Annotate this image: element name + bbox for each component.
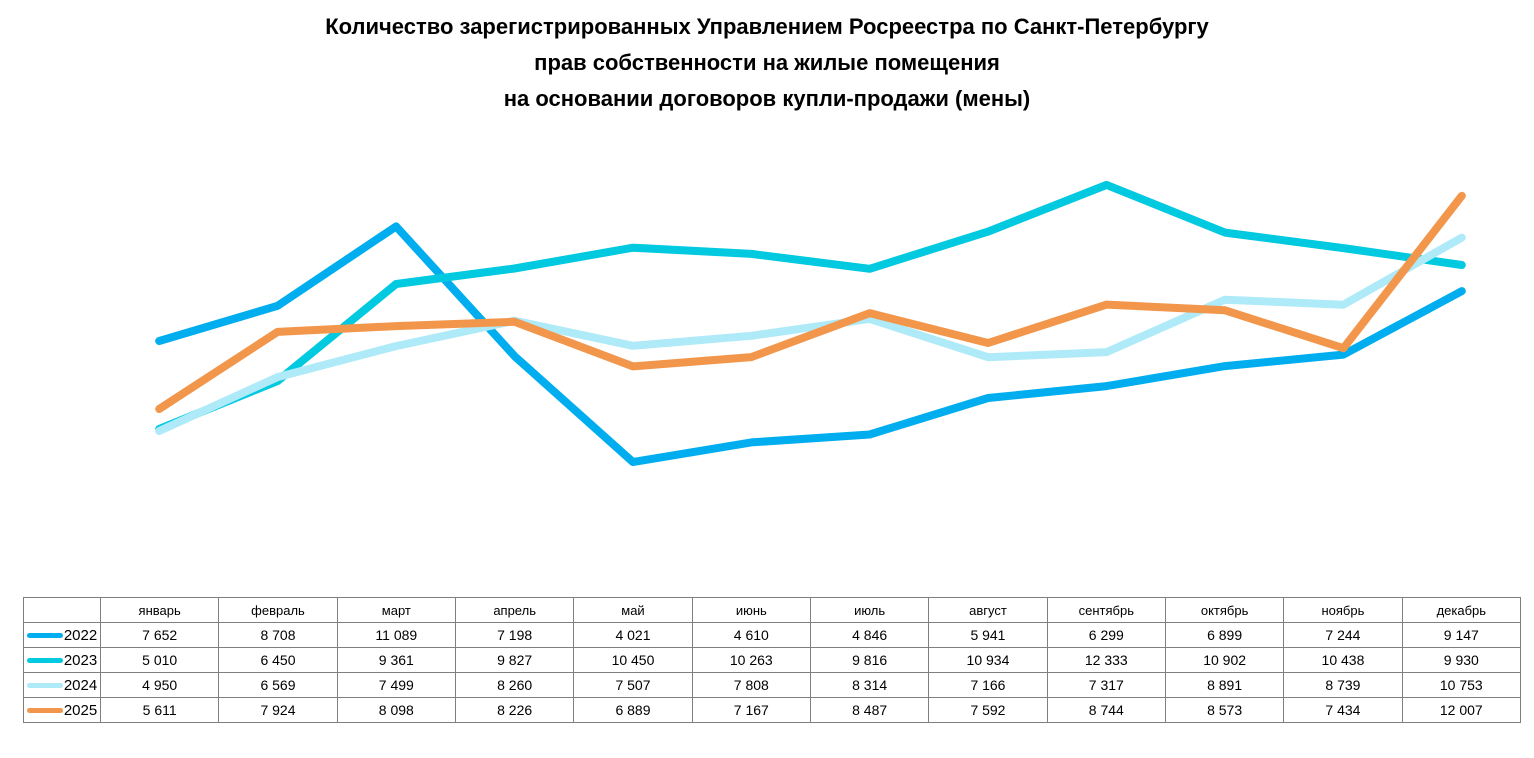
- value-cell-2024-сентябрь: 7 317: [1046, 672, 1166, 698]
- legend-year-label: 2024: [63, 676, 98, 694]
- month-header-5: май: [573, 597, 693, 623]
- data-table: январь февраль март апрель май июнь июль август…: [23, 597, 1522, 723]
- value-cell-2025-июль: 8 487: [809, 697, 930, 723]
- value-cell-2022-июль: 4 846: [809, 622, 930, 648]
- legend-line-swatch-2022: [26, 632, 63, 638]
- month-header-3: март: [336, 597, 456, 623]
- month-header-6: июнь: [691, 597, 811, 623]
- value-cell-2025-сентябрь: 8 744: [1046, 697, 1166, 723]
- value-cell-2024-апрель: 8 260: [454, 672, 575, 698]
- value-cell-2024-июнь: 7 808: [691, 672, 811, 698]
- value-cell-2022-июнь: 4 610: [691, 622, 811, 648]
- value-cell-2025-октябрь: 8 573: [1164, 697, 1285, 723]
- value-cell-2023-октябрь: 10 902: [1164, 647, 1285, 673]
- value-cell-2025-февраль: 7 924: [218, 697, 338, 723]
- month-header-2: февраль: [218, 597, 338, 623]
- chart-title-line-2: прав собственности на жилые помещения: [534, 50, 1000, 75]
- value-cell-2024-март: 7 499: [336, 672, 456, 698]
- value-cell-2023-июнь: 10 263: [691, 647, 811, 673]
- legend-line-swatch-2024: [26, 682, 63, 688]
- value-cell-2022-ноябрь: 7 244: [1283, 622, 1403, 648]
- value-cell-2022-февраль: 8 708: [218, 622, 338, 648]
- value-cell-2022-октябрь: 6 899: [1164, 622, 1285, 648]
- month-header-7: июль: [809, 597, 930, 623]
- legend-cell-2024: 2024: [23, 672, 101, 698]
- value-cell-2025-январь: 5 611: [99, 697, 220, 723]
- month-header-8: август: [928, 597, 1048, 623]
- table-row-2023: 2023 5 010 6 450 9 361 9 827 10 450 10 263 9 81…: [23, 647, 1522, 673]
- value-cell-2023-август: 10 934: [928, 647, 1048, 673]
- legend-cell-2022: 2022: [23, 622, 101, 648]
- chart-title: Количество зарегистрированных Управление…: [0, 9, 1534, 117]
- legend-year-label: 2023: [63, 651, 98, 669]
- series-line-2024: [155, 233, 1466, 435]
- value-cell-2025-март: 8 098: [336, 697, 456, 723]
- value-cell-2025-август: 7 592: [928, 697, 1048, 723]
- legend-entry-2024: 2024: [26, 677, 98, 694]
- chart-title-line-3: на основании договоров купли-продажи (ме…: [503, 86, 1031, 111]
- value-cell-2023-январь: 5 010: [99, 647, 220, 673]
- table-corner-empty: [23, 597, 101, 623]
- value-cell-2023-сентябрь: 12 333: [1046, 647, 1166, 673]
- value-cell-2023-июль: 9 816: [809, 647, 930, 673]
- month-header-10: октябрь: [1164, 597, 1285, 623]
- month-header-1: январь: [99, 597, 220, 623]
- month-header-12: декабрь: [1401, 597, 1522, 623]
- value-cell-2025-ноябрь: 7 434: [1283, 697, 1403, 723]
- value-cell-2024-июль: 8 314: [809, 672, 930, 698]
- month-header-row: январь февраль март апрель май июнь июль август…: [23, 597, 1522, 623]
- value-cell-2024-ноябрь: 8 739: [1283, 672, 1403, 698]
- legend-line-swatch-2023: [26, 657, 63, 663]
- month-header-4: апрель: [454, 597, 575, 623]
- legend-entry-2023: 2023: [26, 652, 98, 669]
- value-cell-2023-май: 10 450: [573, 647, 693, 673]
- legend-year-label: 2022: [63, 626, 98, 644]
- value-cell-2025-декабрь: 12 007: [1401, 697, 1522, 723]
- legend-line-swatch-2025: [26, 707, 63, 713]
- value-cell-2025-апрель: 8 226: [454, 697, 575, 723]
- value-cell-2024-май: 7 507: [573, 672, 693, 698]
- value-cell-2022-март: 11 089: [336, 622, 456, 648]
- value-cell-2023-ноябрь: 10 438: [1283, 647, 1403, 673]
- value-cell-2022-август: 5 941: [928, 622, 1048, 648]
- value-cell-2023-апрель: 9 827: [454, 647, 575, 673]
- legend-entry-2022: 2022: [26, 627, 98, 644]
- value-cell-2023-декабрь: 9 930: [1401, 647, 1522, 673]
- value-cell-2024-октябрь: 8 891: [1164, 672, 1285, 698]
- table-row-2025: 2025 5 611 7 924 8 098 8 226 6 889 7 167 8 487 7…: [23, 697, 1522, 723]
- value-cell-2023-март: 9 361: [336, 647, 456, 673]
- value-cell-2024-август: 7 166: [928, 672, 1048, 698]
- series-line-2022: [155, 222, 1466, 466]
- series-line-2025: [155, 191, 1466, 413]
- legend-year-label: 2025: [63, 701, 98, 719]
- value-cell-2024-февраль: 6 569: [218, 672, 338, 698]
- value-cell-2022-сентябрь: 6 299: [1046, 622, 1166, 648]
- value-cell-2025-май: 6 889: [573, 697, 693, 723]
- table-row-2022: 2022 7 652 8 708 11 089 7 198 4 021 4 610 4 846…: [23, 622, 1522, 648]
- value-cell-2023-февраль: 6 450: [218, 647, 338, 673]
- value-cell-2022-январь: 7 652: [99, 622, 220, 648]
- value-cell-2022-декабрь: 9 147: [1401, 622, 1522, 648]
- value-cell-2025-июнь: 7 167: [691, 697, 811, 723]
- legend-entry-2025: 2025: [26, 702, 98, 719]
- legend-cell-2023: 2023: [23, 647, 101, 673]
- series-line-2023: [155, 180, 1466, 433]
- value-cell-2022-май: 4 021: [573, 622, 693, 648]
- chart-title-line-1: Количество зарегистрированных Управление…: [325, 14, 1209, 39]
- month-header-11: ноябрь: [1283, 597, 1403, 623]
- value-cell-2024-январь: 4 950: [99, 672, 220, 698]
- table-row-2024: 2024 4 950 6 569 7 499 8 260 7 507 7 808 8 314 7…: [23, 672, 1522, 698]
- month-header-9: сентябрь: [1046, 597, 1166, 623]
- legend-cell-2025: 2025: [23, 697, 101, 723]
- value-cell-2024-декабрь: 10 753: [1401, 672, 1522, 698]
- value-cell-2022-апрель: 7 198: [454, 622, 575, 648]
